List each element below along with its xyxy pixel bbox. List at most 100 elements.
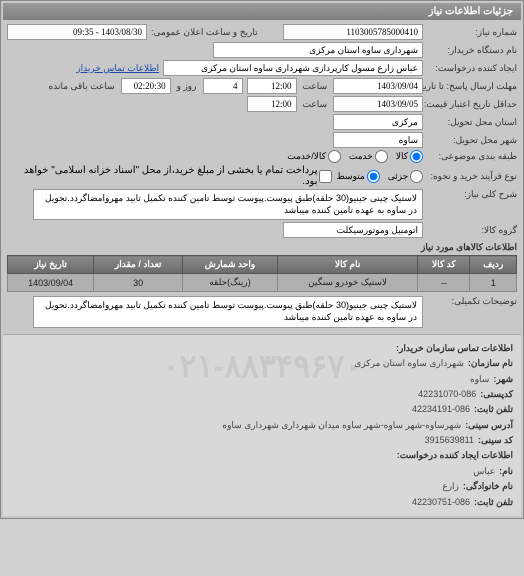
panel-title: جزئیات اطلاعات نیاز [429,6,513,17]
card-label: کد سینی: [478,433,513,447]
remaining-time-input[interactable] [121,78,171,94]
payment-checkbox[interactable] [319,170,332,183]
th-date: تاریخ نیاز [8,256,94,274]
process-radio-group: جزئی متوسط [336,170,423,183]
td-date: 1403/09/04 [8,274,94,292]
phone-value: 42230751-086 [412,495,470,509]
days-count-input[interactable] [203,78,243,94]
row-buyer-org: نام دستگاه خریدار: [7,42,517,58]
cat-goods-service-radio[interactable] [328,150,341,163]
deadline-time-input[interactable] [247,78,297,94]
validity-date-input[interactable] [333,96,423,112]
deadline-label: مهلت ارسال پاسخ: تا تاریخ: [427,81,517,92]
contact-section-title: اطلاعات تماس سازمان خریدار: [396,341,513,355]
th-row: ردیف [470,256,517,274]
row-process: نوع فرآیند خرید و نحوه: جزئی متوسط پرداخ… [7,165,517,187]
need-number-input[interactable] [283,24,423,40]
delivery-province-input[interactable] [333,114,423,130]
org-value: شهرداری ساوه استان مرکزی [354,356,464,370]
city-value: ساوه [470,372,489,386]
proc-small[interactable]: جزئی [388,170,424,183]
buyer-org-label: نام دستگاه خریدار: [427,45,517,56]
row-notes: توضیحات تکمیلی: لاستیک چینی جینیو(30 حلق… [7,296,517,327]
remaining-text: ساعت باقی مانده [47,81,117,92]
row-desc: شرح کلی نیاز: لاستیک چینی جینیو(30 حلقه)… [7,189,517,220]
announce-label: تاریخ و ساعت اعلان عمومی: [151,27,258,38]
table-row[interactable]: 1 -- لاستیک خودرو سنگین (رینگ)حلقه 30 14… [8,274,517,292]
notes-label: توضیحات تکمیلی: [427,296,517,307]
row-validity: حداقل تاریخ اعتبار قیمت: تا تاریخ: ساعت [7,96,517,112]
delivery-province-label: استان محل تحویل: [427,117,517,128]
row-delivery-city: شهر محل تحویل: [7,132,517,148]
desc-label: شرح کلی نیاز: [427,189,517,200]
address-value: شهرساوه-شهر ساوه-شهر ساوه میدان شهرداری … [222,418,461,432]
buyer-org-input[interactable] [213,42,423,58]
cat-service[interactable]: خدمت [349,150,388,163]
items-section-label: اطلاعات کالاهای مورد نیاز [7,242,517,253]
category-radio-group: کالا خدمت کالا/خدمت [287,150,423,163]
form-container: جزئیات اطلاعات نیاز شماره نیاز: تاریخ و … [0,0,524,519]
td-code: -- [418,274,470,292]
fax-label: تلفن ثابت: [474,402,513,416]
postal-label: کدپستی: [480,387,513,401]
contact-link[interactable]: اطلاعات تماس خریدار [76,63,159,74]
cat-goods[interactable]: کالا [396,150,423,163]
row-need-number: شماره نیاز: تاریخ و ساعت اعلان عمومی: [7,24,517,40]
row-group: گروه کالا: [7,222,517,238]
time-label-1: ساعت [301,81,330,92]
announce-input[interactable] [7,24,147,40]
need-number-label: شماره نیاز: [427,27,517,38]
proc-medium[interactable]: متوسط [336,170,379,183]
phone-label: تلفن ثابت: [474,495,513,509]
creator-input[interactable] [163,60,423,76]
name-value: عباس [473,464,495,478]
row-category: طبقه بندی موضوعی: کالا خدمت کالا/خدمت [7,150,517,163]
address-label: آدرس سینی: [465,418,513,432]
deadline-date-input[interactable] [333,78,423,94]
card-value: 3915639811 [425,433,474,447]
family-label: نام خانوادگی: [463,479,513,493]
panel-header: جزئیات اطلاعات نیاز [3,3,521,20]
proc-small-radio[interactable] [410,170,423,183]
family-value: زارع [442,479,459,493]
td-unit: (رینگ)حلقه [183,274,278,292]
creator-section-title: اطلاعات ایجاد کننده درخواست: [397,448,513,462]
row-deadline: مهلت ارسال پاسخ: تا تاریخ: ساعت روز و سا… [7,78,517,94]
name-label: نام: [499,464,513,478]
contact-info-block: ۰۲۱-۸۸۳۴۹۶۷۰ اطلاعات تماس سازمان خریدار:… [3,334,521,516]
payment-check[interactable]: پرداخت تمام یا بخشی از مبلغ خرید،از محل … [7,165,332,187]
delivery-city-label: شهر محل تحویل: [427,135,517,146]
th-unit: واحد شمارش [183,256,278,274]
row-creator: ایجاد کننده درخواست: اطلاعات تماس خریدار [7,60,517,76]
days-text: روز و [175,81,199,92]
group-input[interactable] [283,222,423,238]
td-qty: 30 [94,274,183,292]
cat-service-radio[interactable] [375,150,388,163]
desc-text[interactable]: لاستیک چینی جینیو(30 حلقه)طبق پیوست.پیوس… [33,189,423,220]
th-name: نام کالا [277,256,417,274]
validity-time-input[interactable] [247,96,297,112]
th-qty: تعداد / مقدار [94,256,183,274]
proc-medium-radio[interactable] [367,170,380,183]
cat-goods-service[interactable]: کالا/خدمت [287,150,341,163]
validity-label: حداقل تاریخ اعتبار قیمت: تا تاریخ: [427,99,517,110]
time-label-2: ساعت [301,99,330,110]
row-delivery-province: استان محل تحویل: [7,114,517,130]
postal-value: 42231070-086 [418,387,476,401]
category-label: طبقه بندی موضوعی: [427,151,517,162]
fax-value: 42234191-086 [412,402,470,416]
form-body: شماره نیاز: تاریخ و ساعت اعلان عمومی: نا… [3,20,521,334]
creator-label: ایجاد کننده درخواست: [427,63,517,74]
payment-note: پرداخت تمام یا بخشی از مبلغ خرید،از محل … [7,165,317,187]
city-label: شهر: [493,372,513,386]
delivery-city-input[interactable] [333,132,423,148]
group-label: گروه کالا: [427,225,517,236]
td-name: لاستیک خودرو سنگین [277,274,417,292]
items-table: ردیف کد کالا نام کالا واحد شمارش تعداد /… [7,255,517,292]
process-label: نوع فرآیند خرید و نحوه: [427,171,517,182]
table-header-row: ردیف کد کالا نام کالا واحد شمارش تعداد /… [8,256,517,274]
cat-goods-radio[interactable] [410,150,423,163]
td-row: 1 [470,274,517,292]
th-code: کد کالا [418,256,470,274]
notes-text[interactable]: لاستیک چینی جینیو(30 حلقه)طبق پیوست.پیوس… [33,296,423,327]
